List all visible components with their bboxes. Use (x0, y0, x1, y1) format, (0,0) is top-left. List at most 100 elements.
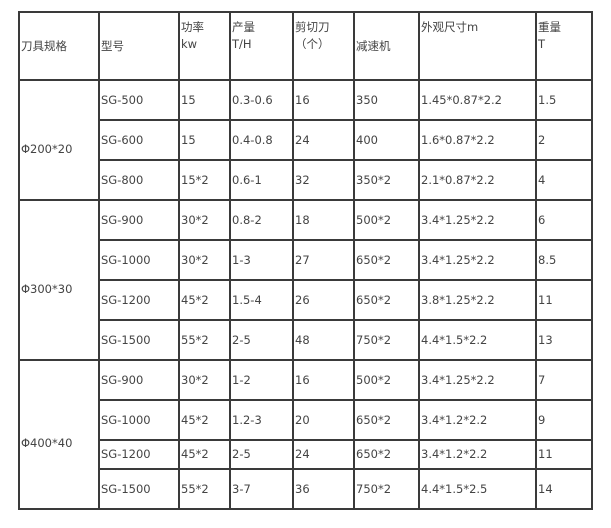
table-cell: 2 (535, 119, 593, 161)
table-cell: 1.6*0.87*2.2 (418, 119, 537, 161)
table-cell: 14 (535, 468, 593, 510)
table-cell: 45*2 (178, 439, 231, 470)
table-cell: 750*2 (353, 468, 420, 510)
column-header: 外观尺寸m (418, 11, 537, 81)
table-cell: 45*2 (178, 279, 231, 321)
table-cell: 1-2 (229, 359, 294, 401)
table-cell: SG-1200 (98, 279, 180, 321)
table-cell: 500*2 (353, 199, 420, 241)
table-cell: SG-1000 (98, 399, 180, 441)
header-line-1: 产量 (232, 20, 255, 34)
table-cell: 4 (535, 159, 593, 201)
header-line-1: 外观尺寸m (421, 20, 479, 34)
table-cell: 6 (535, 199, 593, 241)
table-cell: 650*2 (353, 399, 420, 441)
column-header: 减速机 (353, 11, 420, 81)
table-row: SG-1000 45*2 1.2-3 20 650*2 3.4*1.2*2.2 9 (19, 399, 593, 441)
table-cell: 2-5 (229, 439, 294, 470)
table-cell: 26 (292, 279, 355, 321)
table-cell: 3.8*1.25*2.2 (418, 279, 537, 321)
header-line-1: 重量 (538, 20, 561, 34)
header-line-1: 刀具规格 (21, 38, 67, 53)
table-cell: SG-800 (98, 159, 180, 201)
table-cell: 3.4*1.25*2.2 (418, 239, 537, 281)
column-header: 功率 kw (178, 11, 231, 81)
table-cell: 45*2 (178, 399, 231, 441)
table-row: Φ300*30 SG-900 30*2 0.8-2 18 500*2 3.4*1.25*2.… (18, 199, 593, 361)
header-line-1: 剪切刀 (295, 20, 330, 34)
table-cell: 2-5 (229, 319, 294, 361)
table-cell: 2.1*0.87*2.2 (418, 159, 537, 201)
table-cell: 3.4*1.25*2.2 (418, 199, 537, 241)
table-cell: 30*2 (178, 239, 231, 281)
table-cell: SG-900 (98, 359, 180, 401)
table-cell: 16 (292, 359, 355, 401)
header-line-1: 减速机 (356, 38, 391, 53)
table-cell: SG-1200 (98, 439, 180, 470)
table-cell: 55*2 (178, 468, 231, 510)
table-cell: 0.8-2 (229, 199, 294, 241)
table-cell: 15 (178, 119, 231, 161)
header-line-2: T/H (232, 37, 252, 51)
table-row: Φ400*40 SG-900 30*2 1-2 16 500*2 3.4*1.25*2.2 7 (18, 359, 593, 510)
table-cell: 24 (292, 439, 355, 470)
table-cell: 32 (292, 159, 355, 201)
table-cell: 1.5 (535, 79, 593, 121)
table-row: SG-800 15*2 0.6-1 32 350*2 2.1*0.87*2.2 4 (19, 159, 593, 201)
table-cell: 350 (353, 79, 420, 121)
table-cell: 1.45*0.87*2.2 (418, 79, 537, 121)
table-cell: SG-1500 (98, 319, 180, 361)
table-cell: SG-500 (98, 79, 180, 121)
table-cell: 650*2 (353, 239, 420, 281)
table-cell: 650*2 (353, 439, 420, 470)
table-row: SG-1200 45*2 1.5-4 26 650*2 3.8*1.25*2.2 11 (19, 279, 593, 321)
table-cell: SG-1500 (98, 468, 180, 510)
table-row: Φ200*20 SG-500 15 0.3-0.6 16 350 1.45*0.87*2.2… (18, 79, 593, 201)
table-cell: 4.4*1.5*2.2 (418, 319, 537, 361)
table-cell: 30*2 (178, 359, 231, 401)
table-row: SG-1000 30*2 1-3 27 650*2 3.4*1.25*2.2 8.5 (19, 239, 593, 281)
table-cell: 30*2 (178, 199, 231, 241)
header-line-1: 型号 (101, 38, 124, 53)
table-cell: 48 (292, 319, 355, 361)
table-cell: 0.3-0.6 (229, 79, 294, 121)
table-cell: 650*2 (353, 279, 420, 321)
table-cell: 750*2 (353, 319, 420, 361)
table-row: SG-1200 45*2 2-5 24 650*2 3.4*1.2*2.2 11 (19, 439, 593, 470)
spec-table: 刀具规格 型号 功率 kw 产量 T/H 剪切刀 （个） 减速机 外观尺寸m 重量 T Φ200*20… (18, 11, 593, 510)
table-cell: SG-1000 (98, 239, 180, 281)
table-cell: SG-900 (98, 199, 180, 241)
table-cell: 0.6-1 (229, 159, 294, 201)
table-row: SG-600 15 0.4-0.8 24 400 1.6*0.87*2.2 2 (19, 119, 593, 161)
table-cell: 8.5 (535, 239, 593, 281)
table-cell: 3.4*1.2*2.2 (418, 399, 537, 441)
table-cell: 15 (178, 79, 231, 121)
column-header: 型号 (98, 11, 180, 81)
header-row: 刀具规格 型号 功率 kw 产量 T/H 剪切刀 （个） 减速机 外观尺寸m 重量 T (18, 11, 593, 81)
column-header: 剪切刀 （个） (292, 11, 355, 81)
table-cell: 55*2 (178, 319, 231, 361)
column-header: 刀具规格 (18, 11, 100, 81)
table-cell: SG-600 (98, 119, 180, 161)
table-cell: 4.4*1.5*2.5 (418, 468, 537, 510)
table-cell: 1.5-4 (229, 279, 294, 321)
table-cell: 9 (535, 399, 593, 441)
table-cell: 24 (292, 119, 355, 161)
table-cell: 3-7 (229, 468, 294, 510)
table-cell: 20 (292, 399, 355, 441)
table-cell: 13 (535, 319, 593, 361)
table-cell: 36 (292, 468, 355, 510)
table-cell: 15*2 (178, 159, 231, 201)
table-cell: 1.2-3 (229, 399, 294, 441)
spec-cell: Φ200*20 (18, 79, 100, 201)
spec-cell: Φ300*30 (18, 199, 100, 361)
table-cell: 1-3 (229, 239, 294, 281)
table-cell: 7 (535, 359, 593, 401)
table-cell: 400 (353, 119, 420, 161)
table-cell: 16 (292, 79, 355, 121)
header-line-1: 功率 (181, 20, 204, 34)
table-cell: 18 (292, 199, 355, 241)
spec-cell: Φ400*40 (18, 359, 100, 510)
table-cell: 27 (292, 239, 355, 281)
table-cell: 3.4*1.25*2.2 (418, 359, 537, 401)
